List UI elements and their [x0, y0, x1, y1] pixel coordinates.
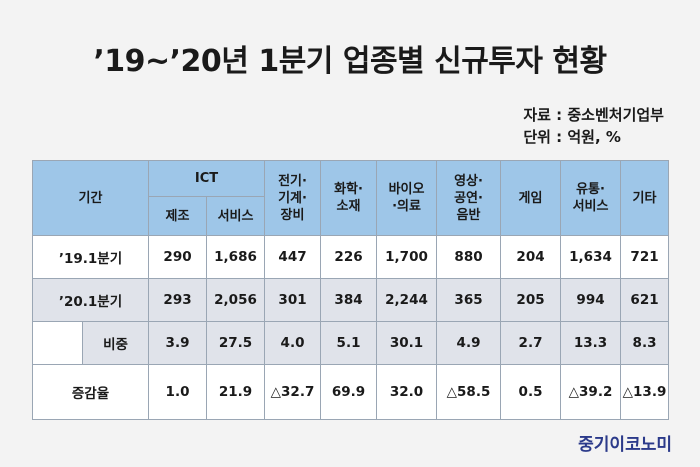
header-ict: ICT — [148, 160, 266, 197]
table-cell: 13.3 — [560, 321, 622, 365]
header-other: 기타 — [620, 160, 670, 236]
table-cell: 21.9 — [206, 364, 266, 420]
row-label: 비중 — [81, 321, 150, 365]
table-cell: 2,244 — [376, 278, 438, 322]
table-cell: 1,700 — [376, 235, 438, 279]
table-cell: 880 — [436, 235, 502, 279]
brand-logo: 중기이코노미 — [578, 435, 672, 455]
table-cell: △13.9 — [620, 364, 670, 420]
table-cell: 1,634 — [560, 235, 622, 279]
table-cell: 2,056 — [206, 278, 266, 322]
table-cell: 447 — [264, 235, 322, 279]
table-cell: 290 — [148, 235, 208, 279]
table-cell: 32.0 — [376, 364, 438, 420]
table-row: ’20.1분기 293 2,056 301 384 2,244 365 205 … — [31, 278, 670, 322]
table-cell: 2.7 — [500, 321, 562, 365]
table-cell: 204 — [500, 235, 562, 279]
table-cell: 205 — [500, 278, 562, 322]
table-cell: 1.0 — [148, 364, 208, 420]
investment-table: 기간 ICT 전기· 기계· 장비 화학· 소재 바이오 ·의료 영상· 공연·… — [31, 160, 670, 420]
header-distribution: 유통· 서비스 — [560, 160, 622, 236]
table-cell: 4.0 — [264, 321, 322, 365]
table-cell: 4.9 — [436, 321, 502, 365]
table-cell: 721 — [620, 235, 670, 279]
header-chemical: 화학· 소재 — [320, 160, 378, 236]
header-bio: 바이오 ·의료 — [376, 160, 438, 236]
table-cell: 293 — [148, 278, 208, 322]
row-label: ’19.1분기 — [31, 235, 150, 279]
table-cell: △58.5 — [436, 364, 502, 420]
header-ict-service: 서비스 — [206, 196, 266, 236]
row-label: ’20.1분기 — [31, 278, 150, 322]
table-cell: 384 — [320, 278, 378, 322]
table-meta: 자료 : 중소벤처기업부 단위 : 억원, % — [523, 104, 664, 148]
table-cell: 1,686 — [206, 235, 266, 279]
table-cell: 69.9 — [320, 364, 378, 420]
page-title: ’19~’20년 1분기 업종별 신규투자 현황 — [93, 44, 607, 79]
blank-cell — [32, 321, 83, 365]
table-cell: 27.5 — [206, 321, 266, 365]
header-electrical: 전기· 기계· 장비 — [264, 160, 322, 236]
unit-label: 단위 : 억원, % — [523, 128, 621, 146]
header-period: 기간 — [31, 160, 150, 236]
header-game: 게임 — [500, 160, 562, 236]
row-label: 증감율 — [31, 364, 150, 420]
table-cell: △39.2 — [560, 364, 622, 420]
table-row: 비중 3.9 27.5 4.0 5.1 30.1 4.9 2.7 13.3 8.… — [32, 321, 670, 365]
table-cell: 994 — [560, 278, 622, 322]
table-cell: 226 — [320, 235, 378, 279]
table-cell: 8.3 — [620, 321, 670, 365]
table-cell: △32.7 — [264, 364, 322, 420]
table-cell: 30.1 — [376, 321, 438, 365]
source-label: 자료 : 중소벤처기업부 — [523, 106, 664, 124]
table-cell: 0.5 — [500, 364, 562, 420]
table-cell: 621 — [620, 278, 670, 322]
table-cell: 301 — [264, 278, 322, 322]
header-media: 영상· 공연· 음반 — [436, 160, 502, 236]
table-cell: 3.9 — [148, 321, 208, 365]
header-ict-manufacturing: 제조 — [148, 196, 208, 236]
table-cell: 5.1 — [320, 321, 378, 365]
table-row: ’19.1분기 290 1,686 447 226 1,700 880 204 … — [31, 235, 670, 279]
table-row: 증감율 1.0 21.9 △32.7 69.9 32.0 △58.5 0.5 △… — [31, 364, 670, 420]
table-cell: 365 — [436, 278, 502, 322]
